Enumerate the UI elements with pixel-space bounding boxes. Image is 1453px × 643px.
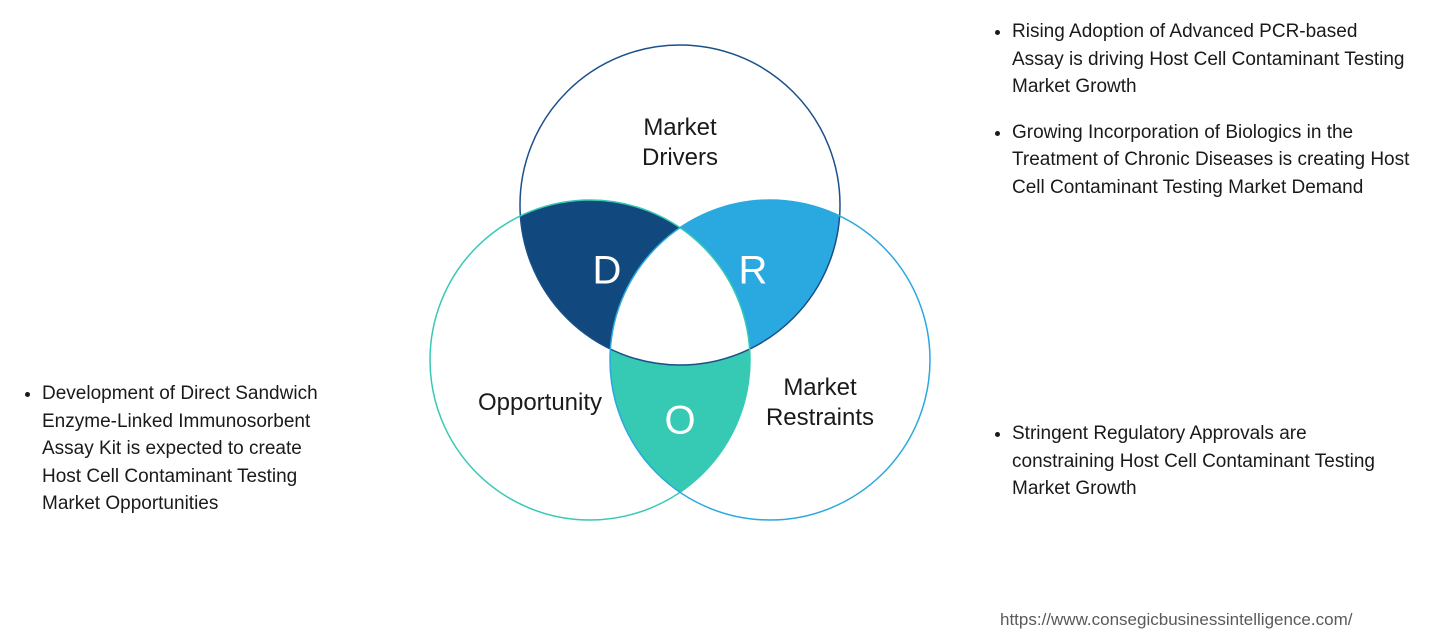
petal-letter-o: O bbox=[664, 399, 695, 443]
label-restraints-2: Restraints bbox=[766, 404, 874, 431]
list-item: Growing Incorporation of Biologics in th… bbox=[1012, 119, 1410, 202]
venn-diagram: Market Drivers Opportunity Market Restra… bbox=[370, 15, 990, 615]
petal-letter-d: D bbox=[593, 249, 622, 293]
venn-center bbox=[370, 15, 990, 615]
drivers-bullets: Rising Adoption of Advanced PCR-based As… bbox=[990, 18, 1410, 219]
list-item: Stringent Regulatory Approvals are const… bbox=[1012, 420, 1410, 503]
restraints-bullets: Stringent Regulatory Approvals are const… bbox=[990, 420, 1410, 521]
list-item: Rising Adoption of Advanced PCR-based As… bbox=[1012, 18, 1410, 101]
infographic-canvas: Market Drivers Opportunity Market Restra… bbox=[0, 0, 1453, 643]
list-item: Development of Direct Sandwich Enzyme-Li… bbox=[42, 380, 340, 518]
opportunity-bullets: Development of Direct Sandwich Enzyme-Li… bbox=[20, 380, 340, 536]
attribution-url: https://www.consegicbusinessintelligence… bbox=[1000, 610, 1352, 630]
label-opportunity: Opportunity bbox=[478, 389, 602, 416]
label-drivers-1: Market bbox=[643, 114, 717, 141]
label-restraints-1: Market bbox=[783, 374, 857, 401]
petal-letter-r: R bbox=[739, 249, 768, 293]
label-drivers-2: Drivers bbox=[642, 144, 718, 171]
